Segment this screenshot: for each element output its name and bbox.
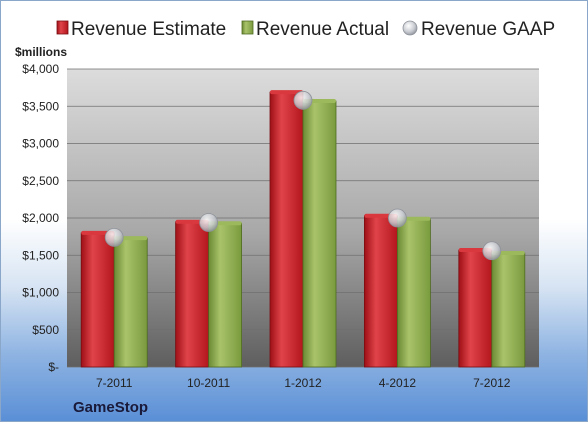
legend-swatch-actual [241, 20, 254, 35]
bar-revenue-actual [302, 100, 337, 368]
y-tick-label: $3,000 [22, 137, 59, 151]
bar-revenue-estimate [269, 91, 304, 368]
x-tick-label: 4-2012 [379, 376, 417, 390]
gaap-marker [104, 227, 124, 247]
bar-revenue-estimate [363, 215, 398, 368]
legend-marker-gaap [402, 20, 418, 36]
y-axis-unit-label: $millions [15, 45, 67, 59]
y-tick-label: $2,000 [22, 211, 59, 225]
legend-label-actual: Revenue Actual [256, 19, 389, 40]
legend: Revenue Estimate Revenue Actual Revenue … [56, 19, 555, 40]
y-tick-label: $500 [32, 323, 59, 337]
y-tick-label: $1,500 [22, 248, 59, 262]
bar-revenue-estimate [458, 249, 493, 368]
legend-label-gaap: Revenue GAAP [421, 19, 555, 40]
gaap-markers [104, 90, 502, 261]
bar-revenue-actual [113, 237, 148, 368]
bars [80, 90, 526, 368]
x-tick-label: 10-2011 [187, 376, 230, 390]
x-tick-label: 7-2012 [473, 376, 511, 390]
gaap-marker [387, 208, 407, 228]
bar-revenue-actual [396, 218, 431, 368]
bar-revenue-estimate [175, 221, 210, 368]
gaap-marker [293, 90, 313, 110]
gaap-marker [199, 213, 219, 232]
bar-revenue-actual [491, 252, 526, 368]
gaap-marker [482, 241, 502, 261]
bar-revenue-actual [208, 222, 243, 368]
x-axis-ticks: 7-2011 10-2011 1-2012 4-2012 7-2012 [96, 376, 511, 390]
legend-label-estimate: Revenue Estimate [71, 19, 226, 40]
y-tick-label: $4,000 [22, 62, 59, 76]
bar-revenue-estimate-cap [270, 90, 303, 95]
y-axis-ticks: $- $500 $1,000 $1,500 $2,000 $2,500 $3,000 $3,5… [22, 62, 59, 374]
legend-swatch-estimate [56, 20, 69, 35]
y-tick-label: $3,500 [22, 99, 59, 113]
x-tick-label: 7-2011 [96, 376, 133, 390]
x-tick-label: 1-2012 [284, 376, 322, 390]
y-tick-label: $- [48, 360, 59, 374]
company-name: GameStop [73, 399, 149, 416]
y-tick-label: $2,500 [22, 174, 59, 188]
bar-revenue-estimate [80, 232, 115, 368]
y-tick-label: $1,000 [22, 286, 59, 300]
